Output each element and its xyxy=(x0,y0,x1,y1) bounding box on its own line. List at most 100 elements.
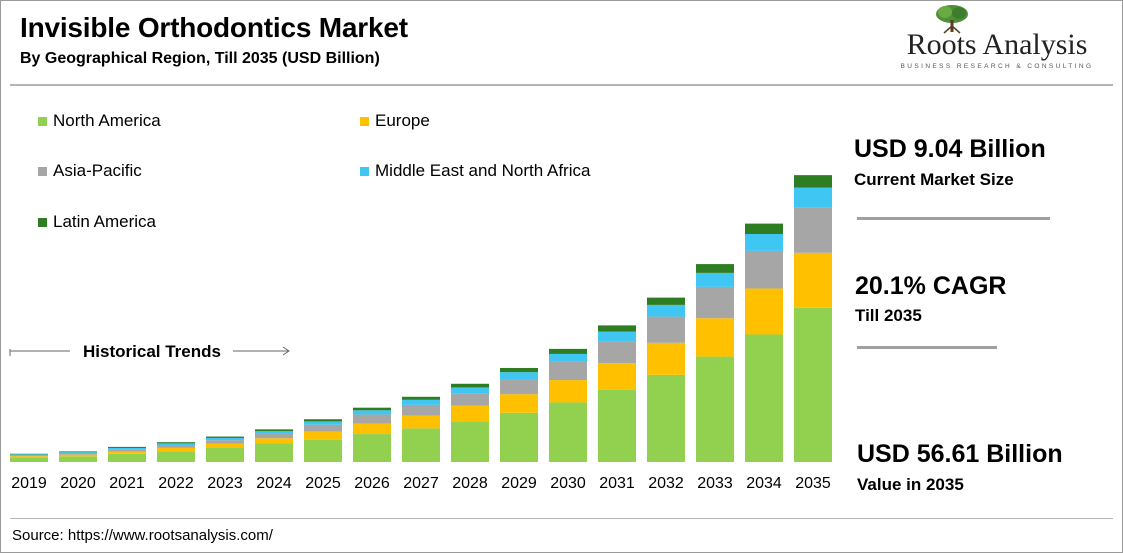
bar-segment-2033-series-4 xyxy=(696,264,734,273)
x-tick-label: 2021 xyxy=(109,475,145,492)
bar-segment-2020-series-4 xyxy=(59,451,97,453)
bar-segment-2029-series-4 xyxy=(500,367,538,373)
legend-label: Europe xyxy=(375,111,430,130)
bar-segment-2026-series-0 xyxy=(353,434,391,462)
bar-segment-2028-series-4 xyxy=(451,383,489,388)
bar-segment-2019-series-2 xyxy=(10,455,48,457)
bar-segment-2029-series-3 xyxy=(500,372,538,380)
bar-segment-2022-series-1 xyxy=(157,447,195,452)
bar-segment-2025-series-3 xyxy=(304,421,342,425)
bar-segment-2033-series-3 xyxy=(696,272,734,287)
bar-segment-2024-series-1 xyxy=(255,438,293,444)
x-tick-label: 2020 xyxy=(60,475,96,492)
bar-segment-2035-series-3 xyxy=(794,187,832,208)
bar-segment-2025-series-4 xyxy=(304,419,342,422)
bar-segment-2027-series-0 xyxy=(402,428,440,462)
current-market-size-label: Current Market Size xyxy=(854,170,1014,189)
legend-item: Europe xyxy=(360,111,430,131)
bar-segment-2027-series-3 xyxy=(402,399,440,405)
bar-segment-2035-series-2 xyxy=(794,207,832,253)
bar-segment-2030-series-1 xyxy=(549,380,587,403)
tree-icon xyxy=(936,5,968,34)
bar-segment-2025-series-1 xyxy=(304,431,342,440)
x-tick-label: 2031 xyxy=(599,475,635,492)
bar-segment-2028-series-3 xyxy=(451,387,489,394)
bar-segment-2022-series-4 xyxy=(157,442,195,444)
bar-segment-2023-series-2 xyxy=(206,440,244,444)
x-tick-label: 2022 xyxy=(158,475,194,492)
bar-segment-2034-series-2 xyxy=(745,250,783,289)
legend-item: Latin America xyxy=(38,212,156,232)
bar-segment-2032-series-3 xyxy=(647,304,685,317)
bar-segment-2023-series-0 xyxy=(206,448,244,462)
future-value-label: Value in 2035 xyxy=(857,475,964,494)
bar-segment-2019-series-3 xyxy=(10,454,48,456)
bar-segment-2034-series-4 xyxy=(745,223,783,235)
legend-swatch xyxy=(38,166,47,176)
legend-swatch xyxy=(360,166,369,176)
bar-segment-2032-series-0 xyxy=(647,374,685,462)
x-tick-label: 2028 xyxy=(452,475,488,492)
footer-divider xyxy=(10,518,1113,519)
legend-label: Middle East and North Africa xyxy=(375,161,591,180)
bar-segment-2032-series-2 xyxy=(647,316,685,343)
legend-item: Middle East and North Africa xyxy=(360,161,590,181)
source-note: Source: https://www.rootsanalysis.com/ xyxy=(12,527,273,544)
bar-segment-2035-series-1 xyxy=(794,252,832,308)
bar-segment-2026-series-3 xyxy=(353,410,391,415)
bar-segment-2026-series-4 xyxy=(353,407,391,411)
legend-swatch xyxy=(38,217,47,227)
bar-segment-2022-series-2 xyxy=(157,445,195,448)
bar-segment-2035-series-0 xyxy=(794,307,832,462)
bar-segment-2019-series-1 xyxy=(10,456,48,458)
future-value: USD 56.61 Billion xyxy=(857,440,1063,468)
stat-divider xyxy=(857,346,997,349)
bar-segment-2032-series-4 xyxy=(647,297,685,305)
legend-label: North America xyxy=(53,111,161,130)
bar-segment-2021-series-4 xyxy=(108,446,146,448)
x-tick-label: 2030 xyxy=(550,475,586,492)
bar-segment-2034-series-0 xyxy=(745,334,783,462)
bar-segment-2027-series-1 xyxy=(402,415,440,429)
x-tick-label: 2035 xyxy=(795,475,831,492)
x-tick-label: 2026 xyxy=(354,475,390,492)
bar-segment-2021-series-2 xyxy=(108,449,146,452)
bar-segment-2024-series-3 xyxy=(255,431,293,434)
bar-segment-2029-series-2 xyxy=(500,379,538,395)
company-logo: Roots Analysis BUSINESS RESEARCH & CONSU… xyxy=(886,4,1108,76)
bar-segment-2020-series-1 xyxy=(59,454,97,457)
bar-segment-2031-series-0 xyxy=(598,389,636,462)
historical-trends-label: Historical Trends xyxy=(83,342,221,361)
legend-label: Asia-Pacific xyxy=(53,161,142,180)
bar-segment-2025-series-2 xyxy=(304,424,342,432)
historical-trends-arrow: Historical Trends xyxy=(9,342,290,361)
bar-segment-2033-series-1 xyxy=(696,318,734,357)
bar-segment-2032-series-1 xyxy=(647,342,685,375)
bar-segment-2027-series-4 xyxy=(402,396,440,400)
legend-item: North America xyxy=(38,111,161,131)
bar-segment-2021-series-0 xyxy=(108,453,146,462)
bar-segment-2035-series-4 xyxy=(794,175,832,188)
x-tick-label: 2019 xyxy=(11,475,47,492)
bar-segment-2028-series-2 xyxy=(451,393,489,406)
legend-swatch xyxy=(360,116,369,126)
page-subtitle: By Geographical Region, Till 2035 (USD B… xyxy=(20,50,380,67)
bar-segment-2023-series-3 xyxy=(206,437,244,441)
bar-segment-2033-series-0 xyxy=(696,356,734,462)
bar-segment-2025-series-0 xyxy=(304,439,342,462)
x-tick-label: 2024 xyxy=(256,475,292,492)
bar-segment-2026-series-1 xyxy=(353,423,391,435)
x-tick-label: 2032 xyxy=(648,475,684,492)
current-market-size-value: USD 9.04 Billion xyxy=(854,135,1046,163)
stat-divider xyxy=(857,217,1050,220)
bar-segment-2031-series-1 xyxy=(598,363,636,390)
bar-segment-2033-series-2 xyxy=(696,286,734,319)
bar-segment-2019-series-4 xyxy=(10,453,48,455)
bar-segment-2030-series-4 xyxy=(549,348,587,354)
bar-segment-2024-series-4 xyxy=(255,429,293,432)
bar-segment-2024-series-0 xyxy=(255,443,293,462)
bar-segment-2020-series-0 xyxy=(59,456,97,462)
header-divider xyxy=(10,84,1113,86)
bar-segment-2029-series-0 xyxy=(500,412,538,462)
